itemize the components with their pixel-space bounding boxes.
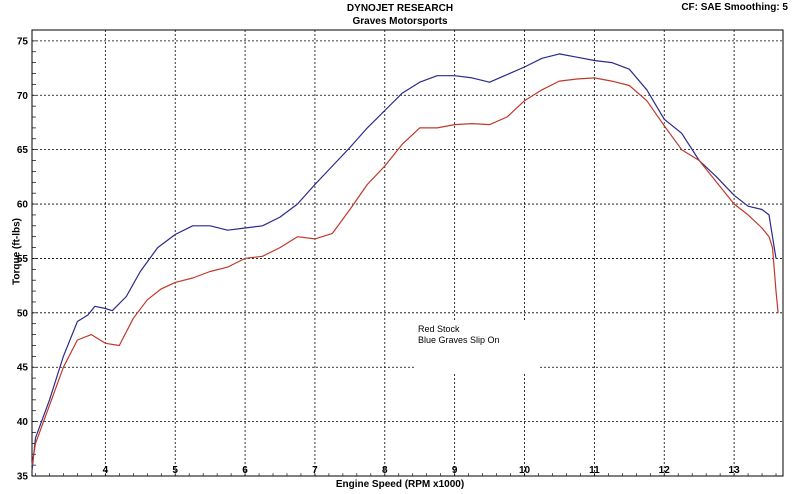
y-tick-label: 35 [17, 472, 29, 483]
x-tick-label: 8 [382, 465, 388, 476]
y-tick-label: 45 [17, 363, 29, 374]
legend-annotation: Red Stock Blue Graves Slip On [416, 321, 540, 372]
x-tick-label: 7 [312, 465, 318, 476]
series-line-graves-slip-on [31, 53, 777, 471]
x-tick-label: 6 [242, 465, 248, 476]
x-tick-label: 4 [103, 465, 109, 476]
x-tick-label: 12 [659, 465, 671, 476]
y-tick-label: 50 [17, 308, 29, 319]
x-tick-label: 9 [452, 465, 458, 476]
x-tick-label: 11 [589, 465, 600, 476]
x-axis-title: Engine Speed (RPM x1000) [335, 479, 465, 490]
y-axis-title: Torque (ft-lbs) [11, 217, 23, 286]
y-tick-label: 55 [17, 254, 29, 265]
plot-frame [31, 29, 784, 477]
x-tick-label: 5 [172, 465, 178, 476]
y-tick-label: 40 [17, 417, 29, 428]
y-tick-label: 65 [17, 145, 29, 156]
y-tick-label: 60 [17, 200, 29, 211]
x-tick-label: 13 [729, 465, 741, 476]
y-tick-label: 75 [17, 36, 29, 47]
legend-red-label: Red Stock [418, 324, 460, 334]
chart-subtitle: Graves Motorsports [352, 16, 448, 27]
x-tick-label: 10 [519, 465, 531, 476]
settings-label: CF: SAE Smoothing: 5 [681, 2, 788, 13]
series-line-stock [31, 77, 779, 466]
chart-title: DYNOJET RESEARCH [346, 3, 454, 14]
legend-blue-label: Blue Graves Slip On [418, 335, 500, 345]
y-tick-label: 70 [17, 91, 29, 102]
